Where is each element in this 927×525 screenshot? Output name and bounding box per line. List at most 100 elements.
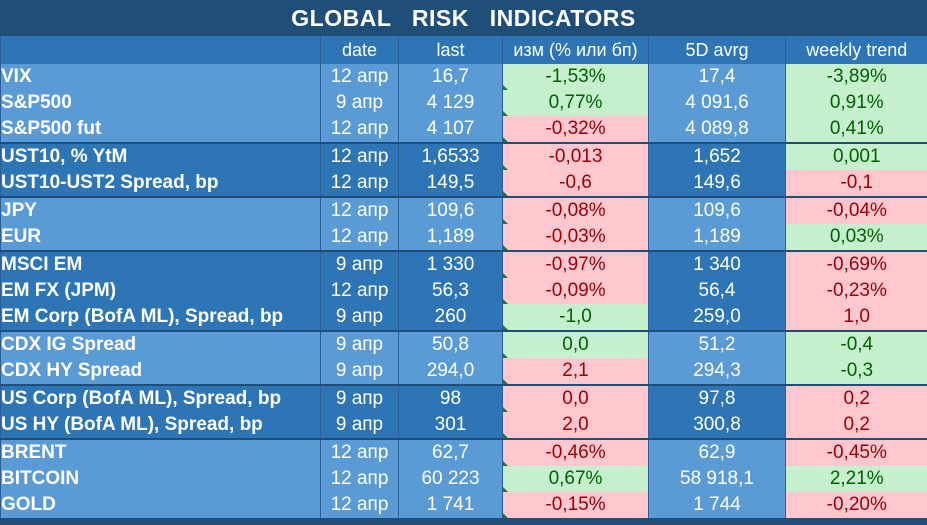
last-value-cell: 60 223: [398, 466, 503, 492]
last-value-cell: 16,7: [398, 64, 503, 90]
indicator-name-cell: GOLD: [0, 492, 321, 518]
last-value-cell: 98: [398, 384, 503, 412]
last-value-cell: 1 741: [398, 492, 503, 518]
change-cell: 0,77%: [502, 90, 649, 116]
weekly-trend-cell: -0,04%: [785, 196, 927, 224]
date-cell: 9 апр: [320, 412, 399, 439]
date-cell: 12 апр: [320, 492, 399, 518]
five-day-average-cell: 1 340: [648, 250, 786, 278]
table-row: JPY 12 апр 109,6 -0,08% 109,6 -0,04%: [0, 196, 927, 224]
date-cell: 12 апр: [320, 278, 399, 304]
weekly-trend-cell: -0,4: [785, 330, 927, 358]
date-cell: 9 апр: [320, 90, 399, 116]
five-day-average-cell: 1,189: [648, 224, 786, 251]
header-name: [0, 36, 321, 64]
date-cell: 9 апр: [320, 358, 399, 385]
five-day-average-cell: 4 091,6: [648, 90, 786, 116]
five-day-average-cell: 17,4: [648, 64, 786, 90]
table-row: UST10, % YtM 12 апр 1,6533 -0,013 1,652 0,001: [0, 142, 927, 170]
date-cell: 9 апр: [320, 330, 399, 358]
table-row: CDX HY Spread 9 апр 294,0 2,1 294,3 -0,3: [0, 358, 927, 385]
weekly-trend-cell: 0,03%: [785, 224, 927, 251]
weekly-trend-cell: 0,001: [785, 142, 927, 170]
change-cell: -0,013: [502, 142, 649, 170]
table-row: EM FX (JPM) 12 апр 56,3 -0,09% 56,4 -0,23%: [0, 278, 927, 304]
risk-indicators-table: date last изм (% или бп) 5D avrg weekly …: [0, 36, 927, 518]
five-day-average-cell: 97,8: [648, 384, 786, 412]
weekly-trend-cell: 1,0: [785, 304, 927, 331]
header-date: date: [320, 36, 399, 64]
indicator-name-cell: EM Corp (BofA ML), Spread, bp: [0, 304, 321, 331]
table-row: UST10-UST2 Spread, bp 12 апр 149,5 -0,6 149,…: [0, 170, 927, 197]
weekly-trend-cell: -0,23%: [785, 278, 927, 304]
last-value-cell: 1 330: [398, 250, 503, 278]
change-cell: 0,0: [502, 384, 649, 412]
last-value-cell: 4 107: [398, 116, 503, 143]
change-cell: -0,32%: [502, 116, 649, 143]
five-day-average-cell: 62,9: [648, 438, 786, 466]
change-cell: 0,67%: [502, 466, 649, 492]
five-day-average-cell: 1 744: [648, 492, 786, 518]
weekly-trend-cell: 0,91%: [785, 90, 927, 116]
weekly-trend-cell: -0,3: [785, 358, 927, 385]
indicator-name-cell: JPY: [0, 196, 321, 224]
table-row: GOLD 12 апр 1 741 -0,15% 1 744 -0,20%: [0, 492, 927, 518]
five-day-average-cell: 58 918,1: [648, 466, 786, 492]
change-cell: -0,09%: [502, 278, 649, 304]
date-cell: 12 апр: [320, 116, 399, 143]
table-row: MSCI EM 9 апр 1 330 -0,97% 1 340 -0,69%: [0, 250, 927, 278]
table-row: BRENT 12 апр 62,7 -0,46% 62,9 -0,45%: [0, 438, 927, 466]
date-cell: 12 апр: [320, 466, 399, 492]
indicator-name-cell: CDX IG Spread: [0, 330, 321, 358]
table-row: EM Corp (BofA ML), Spread, bp 9 апр 260 -1,…: [0, 304, 927, 331]
last-value-cell: 56,3: [398, 278, 503, 304]
date-cell: 12 апр: [320, 64, 399, 90]
last-value-cell: 294,0: [398, 358, 503, 385]
header-row: date last изм (% или бп) 5D avrg weekly …: [0, 36, 927, 64]
last-value-cell: 4 129: [398, 90, 503, 116]
header-weekly-trend: weekly trend: [785, 36, 927, 64]
indicator-name-cell: BITCOIN: [0, 466, 321, 492]
header-change: изм (% или бп): [502, 36, 649, 64]
weekly-trend-cell: 2,21%: [785, 466, 927, 492]
change-cell: -0,08%: [502, 196, 649, 224]
five-day-average-cell: 149,6: [648, 170, 786, 197]
five-day-average-cell: 51,2: [648, 330, 786, 358]
last-value-cell: 149,5: [398, 170, 503, 197]
change-cell: 0,0: [502, 330, 649, 358]
table-row: EUR 12 апр 1,189 -0,03% 1,189 0,03%: [0, 224, 927, 251]
change-cell: -0,46%: [502, 438, 649, 466]
indicator-name-cell: CDX HY Spread: [0, 358, 321, 385]
last-value-cell: 260: [398, 304, 503, 331]
last-value-cell: 50,8: [398, 330, 503, 358]
change-cell: -1,53%: [502, 64, 649, 90]
weekly-trend-cell: -3,89%: [785, 64, 927, 90]
last-value-cell: 301: [398, 412, 503, 439]
weekly-trend-cell: -0,69%: [785, 250, 927, 278]
indicator-name-cell: VIX: [0, 64, 321, 90]
last-value-cell: 62,7: [398, 438, 503, 466]
indicator-name-cell: EM FX (JPM): [0, 278, 321, 304]
indicator-name-cell: S&P500 fut: [0, 116, 321, 143]
indicator-name-cell: UST10-UST2 Spread, bp: [0, 170, 321, 197]
table-row: S&P500 9 апр 4 129 0,77% 4 091,6 0,91%: [0, 90, 927, 116]
weekly-trend-cell: -0,45%: [785, 438, 927, 466]
change-cell: -0,97%: [502, 250, 649, 278]
table-row: US Corp (BofA ML), Spread, bp 9 апр 98 0,0 9…: [0, 384, 927, 412]
five-day-average-cell: 56,4: [648, 278, 786, 304]
five-day-average-cell: 4 089,8: [648, 116, 786, 143]
indicator-name-cell: S&P500: [0, 90, 321, 116]
last-value-cell: 109,6: [398, 196, 503, 224]
table-row: US HY (BofA ML), Spread, bp 9 апр 301 2,0 30…: [0, 412, 927, 439]
five-day-average-cell: 259,0: [648, 304, 786, 331]
header-last: last: [398, 36, 503, 64]
change-cell: -0,15%: [502, 492, 649, 518]
last-value-cell: 1,6533: [398, 142, 503, 170]
change-cell: -1,0: [502, 304, 649, 331]
change-cell: -0,03%: [502, 224, 649, 251]
weekly-trend-cell: 0,41%: [785, 116, 927, 143]
indicator-name-cell: MSCI EM: [0, 250, 321, 278]
last-value-cell: 1,189: [398, 224, 503, 251]
indicator-name-cell: EUR: [0, 224, 321, 251]
date-cell: 9 апр: [320, 304, 399, 331]
